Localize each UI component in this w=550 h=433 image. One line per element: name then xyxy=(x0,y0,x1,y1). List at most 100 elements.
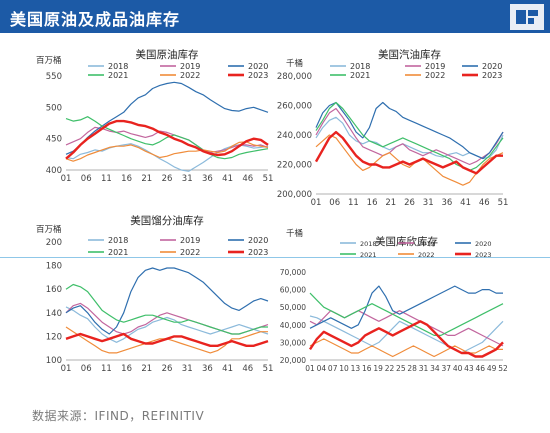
distillate-x-tick: 51 xyxy=(263,364,274,374)
gasoline-y-tick: 260,000 xyxy=(277,102,312,112)
gasoline-legend-label: 2022 xyxy=(425,71,445,80)
gasoline-y-tick: 220,000 xyxy=(277,161,312,171)
jet-y-tick: 30,000 xyxy=(280,338,306,347)
distillate-x-tick: 21 xyxy=(141,364,152,374)
crude-y-tick: 450 xyxy=(46,135,62,145)
jet-x-tick: 52 xyxy=(498,364,508,373)
crude-x-tick: 01 xyxy=(61,174,72,184)
crude-series-2023 xyxy=(65,119,269,160)
distillate-series-2020 xyxy=(65,267,269,335)
crude-legend-label: 2022 xyxy=(180,71,200,80)
crude-x-tick: 06 xyxy=(81,174,92,184)
distillate-x-tick: 36 xyxy=(202,364,213,374)
distillate-legend-label: 2021 xyxy=(108,248,128,257)
gasoline-series-2020 xyxy=(315,101,504,160)
distillate-legend-label: 2023 xyxy=(248,248,268,257)
distillate-y-tick: 180 xyxy=(46,262,62,272)
gasoline-y-tick: 240,000 xyxy=(277,131,312,141)
crude-x-tick: 41 xyxy=(222,174,233,184)
jet-x-tick: 40 xyxy=(453,364,463,373)
jet-x-tick: 01 xyxy=(305,364,315,373)
crude-x-tick: 11 xyxy=(101,174,112,184)
jet-unit-label: 千桶 xyxy=(286,228,303,239)
jet-x-tick: 49 xyxy=(487,364,497,373)
gasoline-y-tick: 200,000 xyxy=(277,190,312,200)
distillate-y-tick: 120 xyxy=(46,332,62,342)
gasoline-x-tick: 16 xyxy=(367,198,378,208)
crude-x-tick: 16 xyxy=(121,174,132,184)
gasoline-unit-label: 千桶 xyxy=(286,58,303,69)
jet-y-tick: 40,000 xyxy=(280,321,306,330)
gasoline-x-tick: 11 xyxy=(348,198,359,208)
crude-series-2022 xyxy=(65,141,269,162)
distillate-x-tick: 41 xyxy=(222,364,233,374)
jet-y-tick: 60,000 xyxy=(280,286,306,295)
distillate-legend-label: 2018 xyxy=(108,236,128,245)
distillate-legend-label: 2019 xyxy=(180,236,200,245)
jet-y-tick: 50,000 xyxy=(280,303,306,312)
crude-y-tick: 400 xyxy=(46,166,62,176)
distillate-y-tick: 100 xyxy=(46,356,62,366)
distillate-series-2021 xyxy=(65,283,268,335)
jet-x-tick: 04 xyxy=(317,364,327,373)
jet-x-tick: 10 xyxy=(339,364,349,373)
gasoline-series-2019 xyxy=(315,107,504,166)
jet-x-tick: 25 xyxy=(396,364,406,373)
distillate-x-tick: 31 xyxy=(182,364,193,374)
jet-legend-label: 2023 xyxy=(475,251,492,259)
gasoline-x-tick: 31 xyxy=(423,198,434,208)
jet-x-tick: 28 xyxy=(407,364,417,373)
crude-x-tick: 36 xyxy=(202,174,213,184)
jet-legend-label: 2021 xyxy=(360,251,377,259)
jet-x-tick: 31 xyxy=(419,364,429,373)
crude-y-tick: 500 xyxy=(46,103,62,113)
gasoline-legend-label: 2018 xyxy=(350,62,370,71)
gasoline-x-tick: 26 xyxy=(404,198,415,208)
distillate-x-tick: 06 xyxy=(81,364,92,374)
gasoline-series-2023 xyxy=(314,130,503,175)
distillate-x-tick: 26 xyxy=(162,364,173,374)
jet-series-2023 xyxy=(308,320,504,358)
jet-legend-label: 2019 xyxy=(418,240,435,248)
distillate-title: 美国馏分油库存 xyxy=(130,214,204,227)
distillate-x-tick: 16 xyxy=(121,364,132,374)
jet-legend-label: 2018 xyxy=(360,240,377,248)
jet-x-tick: 46 xyxy=(476,364,486,373)
jet-x-tick: 22 xyxy=(385,364,395,373)
jet-x-tick: 16 xyxy=(362,364,372,373)
distillate-y-tick: 160 xyxy=(46,285,62,295)
jet-legend-label: 2020 xyxy=(475,240,492,248)
header-bar: 美国原油及成品油库存 xyxy=(0,0,550,33)
gasoline-legend-label: 2021 xyxy=(350,71,370,80)
jet-series-2021 xyxy=(309,292,504,336)
gasoline-series-2022 xyxy=(315,134,504,186)
distillate-series-2023 xyxy=(65,332,269,347)
page-title: 美国原油及成品油库存 xyxy=(10,10,181,29)
distillate-y-tick: 140 xyxy=(46,309,62,319)
distillate-legend-label: 2022 xyxy=(180,248,200,257)
gasoline-legend-label: 2023 xyxy=(482,71,502,80)
jet-title: 美国库欣库存 xyxy=(375,235,438,248)
gasoline-x-tick: 46 xyxy=(479,198,490,208)
gasoline-x-tick: 06 xyxy=(329,198,340,208)
jet-y-tick: 70,000 xyxy=(280,268,306,277)
gasoline-x-tick: 21 xyxy=(385,198,396,208)
jet-x-tick: 43 xyxy=(464,364,474,373)
crude-series-2021 xyxy=(65,116,269,160)
gasoline-title: 美国汽油库存 xyxy=(378,48,441,61)
jet-x-tick: 13 xyxy=(351,364,361,373)
crude-title: 美国原油库存 xyxy=(136,48,199,61)
gasoline-x-tick: 41 xyxy=(460,198,471,208)
jet-x-tick: 34 xyxy=(430,364,440,373)
jet-series-2018 xyxy=(309,315,504,354)
jet-y-tick: 20,000 xyxy=(280,356,306,365)
jet-chart: 美国库欣库存 千桶 20,000 30,000 40,000 50,000 60,000 70… xyxy=(280,228,508,373)
jet-x-tick: 37 xyxy=(441,364,451,373)
crude-x-tick: 51 xyxy=(263,174,274,184)
crude-legend-label: 2020 xyxy=(248,62,268,71)
distillate-legend-label: 2020 xyxy=(248,236,268,245)
